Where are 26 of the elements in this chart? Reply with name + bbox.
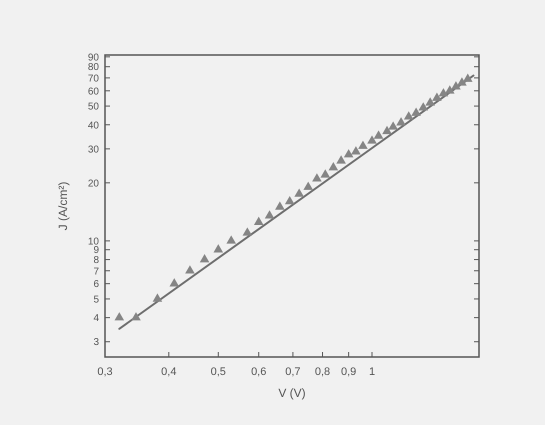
x-tick-label: 0,9 bbox=[340, 366, 356, 378]
y-tick-label: 60 bbox=[88, 86, 100, 98]
y-tick-label: 80 bbox=[88, 62, 100, 74]
x-tick-label: 0,3 bbox=[97, 366, 113, 378]
x-tick-label: 0,7 bbox=[285, 366, 301, 378]
x-tick-label: 0,4 bbox=[161, 366, 176, 378]
x-tick-label: 0,8 bbox=[314, 366, 330, 378]
y-tick-label: 90 bbox=[88, 52, 100, 64]
y-tick-label: 30 bbox=[88, 144, 100, 156]
x-tick-label: 0,6 bbox=[251, 366, 266, 378]
y-tick-label: 8 bbox=[93, 255, 100, 266]
y-tick-label: 10 bbox=[88, 236, 100, 248]
x-axis-title: V (V) bbox=[278, 386, 306, 400]
y-tick-label: 7 bbox=[93, 266, 100, 278]
x-tick-label: 0,5 bbox=[210, 366, 226, 378]
y-tick-label: 9 bbox=[93, 245, 100, 256]
x-tick-label: 1 bbox=[368, 366, 376, 378]
y-tick-label: 6 bbox=[93, 279, 100, 290]
y-tick-label: 70 bbox=[88, 73, 100, 84]
y-axis-title: J (A/cm²) bbox=[56, 182, 70, 230]
y-tick-label: 3 bbox=[93, 337, 100, 348]
y-tick-label: 4 bbox=[93, 313, 100, 324]
y-tick-label: 40 bbox=[88, 120, 100, 132]
y-tick-label: 5 bbox=[93, 294, 100, 306]
y-tick-label: 20 bbox=[88, 178, 100, 190]
y-tick-label: 50 bbox=[88, 102, 100, 113]
